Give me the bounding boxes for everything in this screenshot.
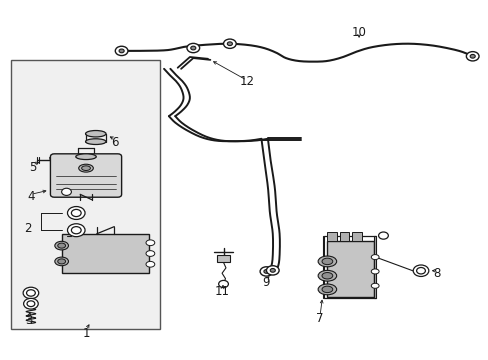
Ellipse shape	[58, 259, 65, 264]
Circle shape	[67, 207, 85, 220]
Ellipse shape	[79, 164, 93, 172]
Ellipse shape	[146, 240, 155, 246]
Ellipse shape	[85, 131, 106, 137]
Ellipse shape	[322, 273, 332, 279]
Text: 5: 5	[29, 161, 36, 174]
Circle shape	[190, 46, 195, 50]
FancyBboxPatch shape	[50, 154, 122, 197]
Text: 4: 4	[27, 190, 35, 203]
Ellipse shape	[370, 269, 378, 274]
Bar	[351, 232, 361, 241]
Ellipse shape	[146, 261, 155, 267]
Ellipse shape	[318, 270, 336, 281]
Circle shape	[416, 267, 425, 274]
Ellipse shape	[318, 284, 336, 295]
Ellipse shape	[370, 255, 378, 260]
Circle shape	[186, 43, 199, 53]
Circle shape	[270, 269, 275, 272]
Circle shape	[469, 54, 474, 58]
Bar	[11, 60, 160, 329]
Ellipse shape	[146, 251, 155, 256]
Circle shape	[23, 298, 38, 309]
Text: 9: 9	[262, 276, 270, 289]
Ellipse shape	[322, 258, 332, 265]
Circle shape	[218, 280, 228, 288]
Circle shape	[378, 232, 387, 239]
Circle shape	[71, 210, 81, 217]
Text: 8: 8	[432, 267, 440, 280]
Circle shape	[260, 267, 272, 276]
Circle shape	[23, 287, 39, 299]
Ellipse shape	[55, 257, 68, 266]
Text: 2: 2	[24, 222, 31, 235]
Bar	[327, 241, 373, 297]
Ellipse shape	[85, 139, 106, 144]
Ellipse shape	[55, 241, 68, 250]
Circle shape	[466, 51, 478, 61]
Circle shape	[412, 265, 428, 276]
Circle shape	[223, 39, 236, 48]
Bar	[327, 232, 336, 241]
Circle shape	[71, 226, 81, 234]
Ellipse shape	[81, 166, 90, 171]
Text: 7: 7	[316, 311, 323, 325]
Bar	[373, 235, 375, 298]
Circle shape	[26, 290, 35, 296]
Circle shape	[27, 301, 35, 307]
Ellipse shape	[370, 283, 378, 288]
Bar	[61, 234, 149, 273]
Text: 6: 6	[111, 136, 119, 149]
Circle shape	[119, 49, 124, 53]
Circle shape	[266, 266, 279, 275]
Circle shape	[227, 42, 232, 46]
Circle shape	[67, 224, 85, 237]
Ellipse shape	[76, 154, 96, 159]
Circle shape	[115, 46, 128, 55]
Text: 10: 10	[351, 27, 366, 40]
Bar	[339, 232, 348, 241]
Text: 3: 3	[25, 314, 33, 327]
Text: 1: 1	[82, 327, 90, 340]
Ellipse shape	[322, 286, 332, 293]
Ellipse shape	[58, 243, 65, 248]
Text: 11: 11	[215, 285, 229, 298]
Circle shape	[61, 188, 71, 195]
Bar	[216, 255, 230, 262]
Text: 12: 12	[239, 75, 254, 88]
Circle shape	[264, 270, 268, 273]
Bar	[322, 235, 324, 298]
Ellipse shape	[318, 256, 336, 267]
